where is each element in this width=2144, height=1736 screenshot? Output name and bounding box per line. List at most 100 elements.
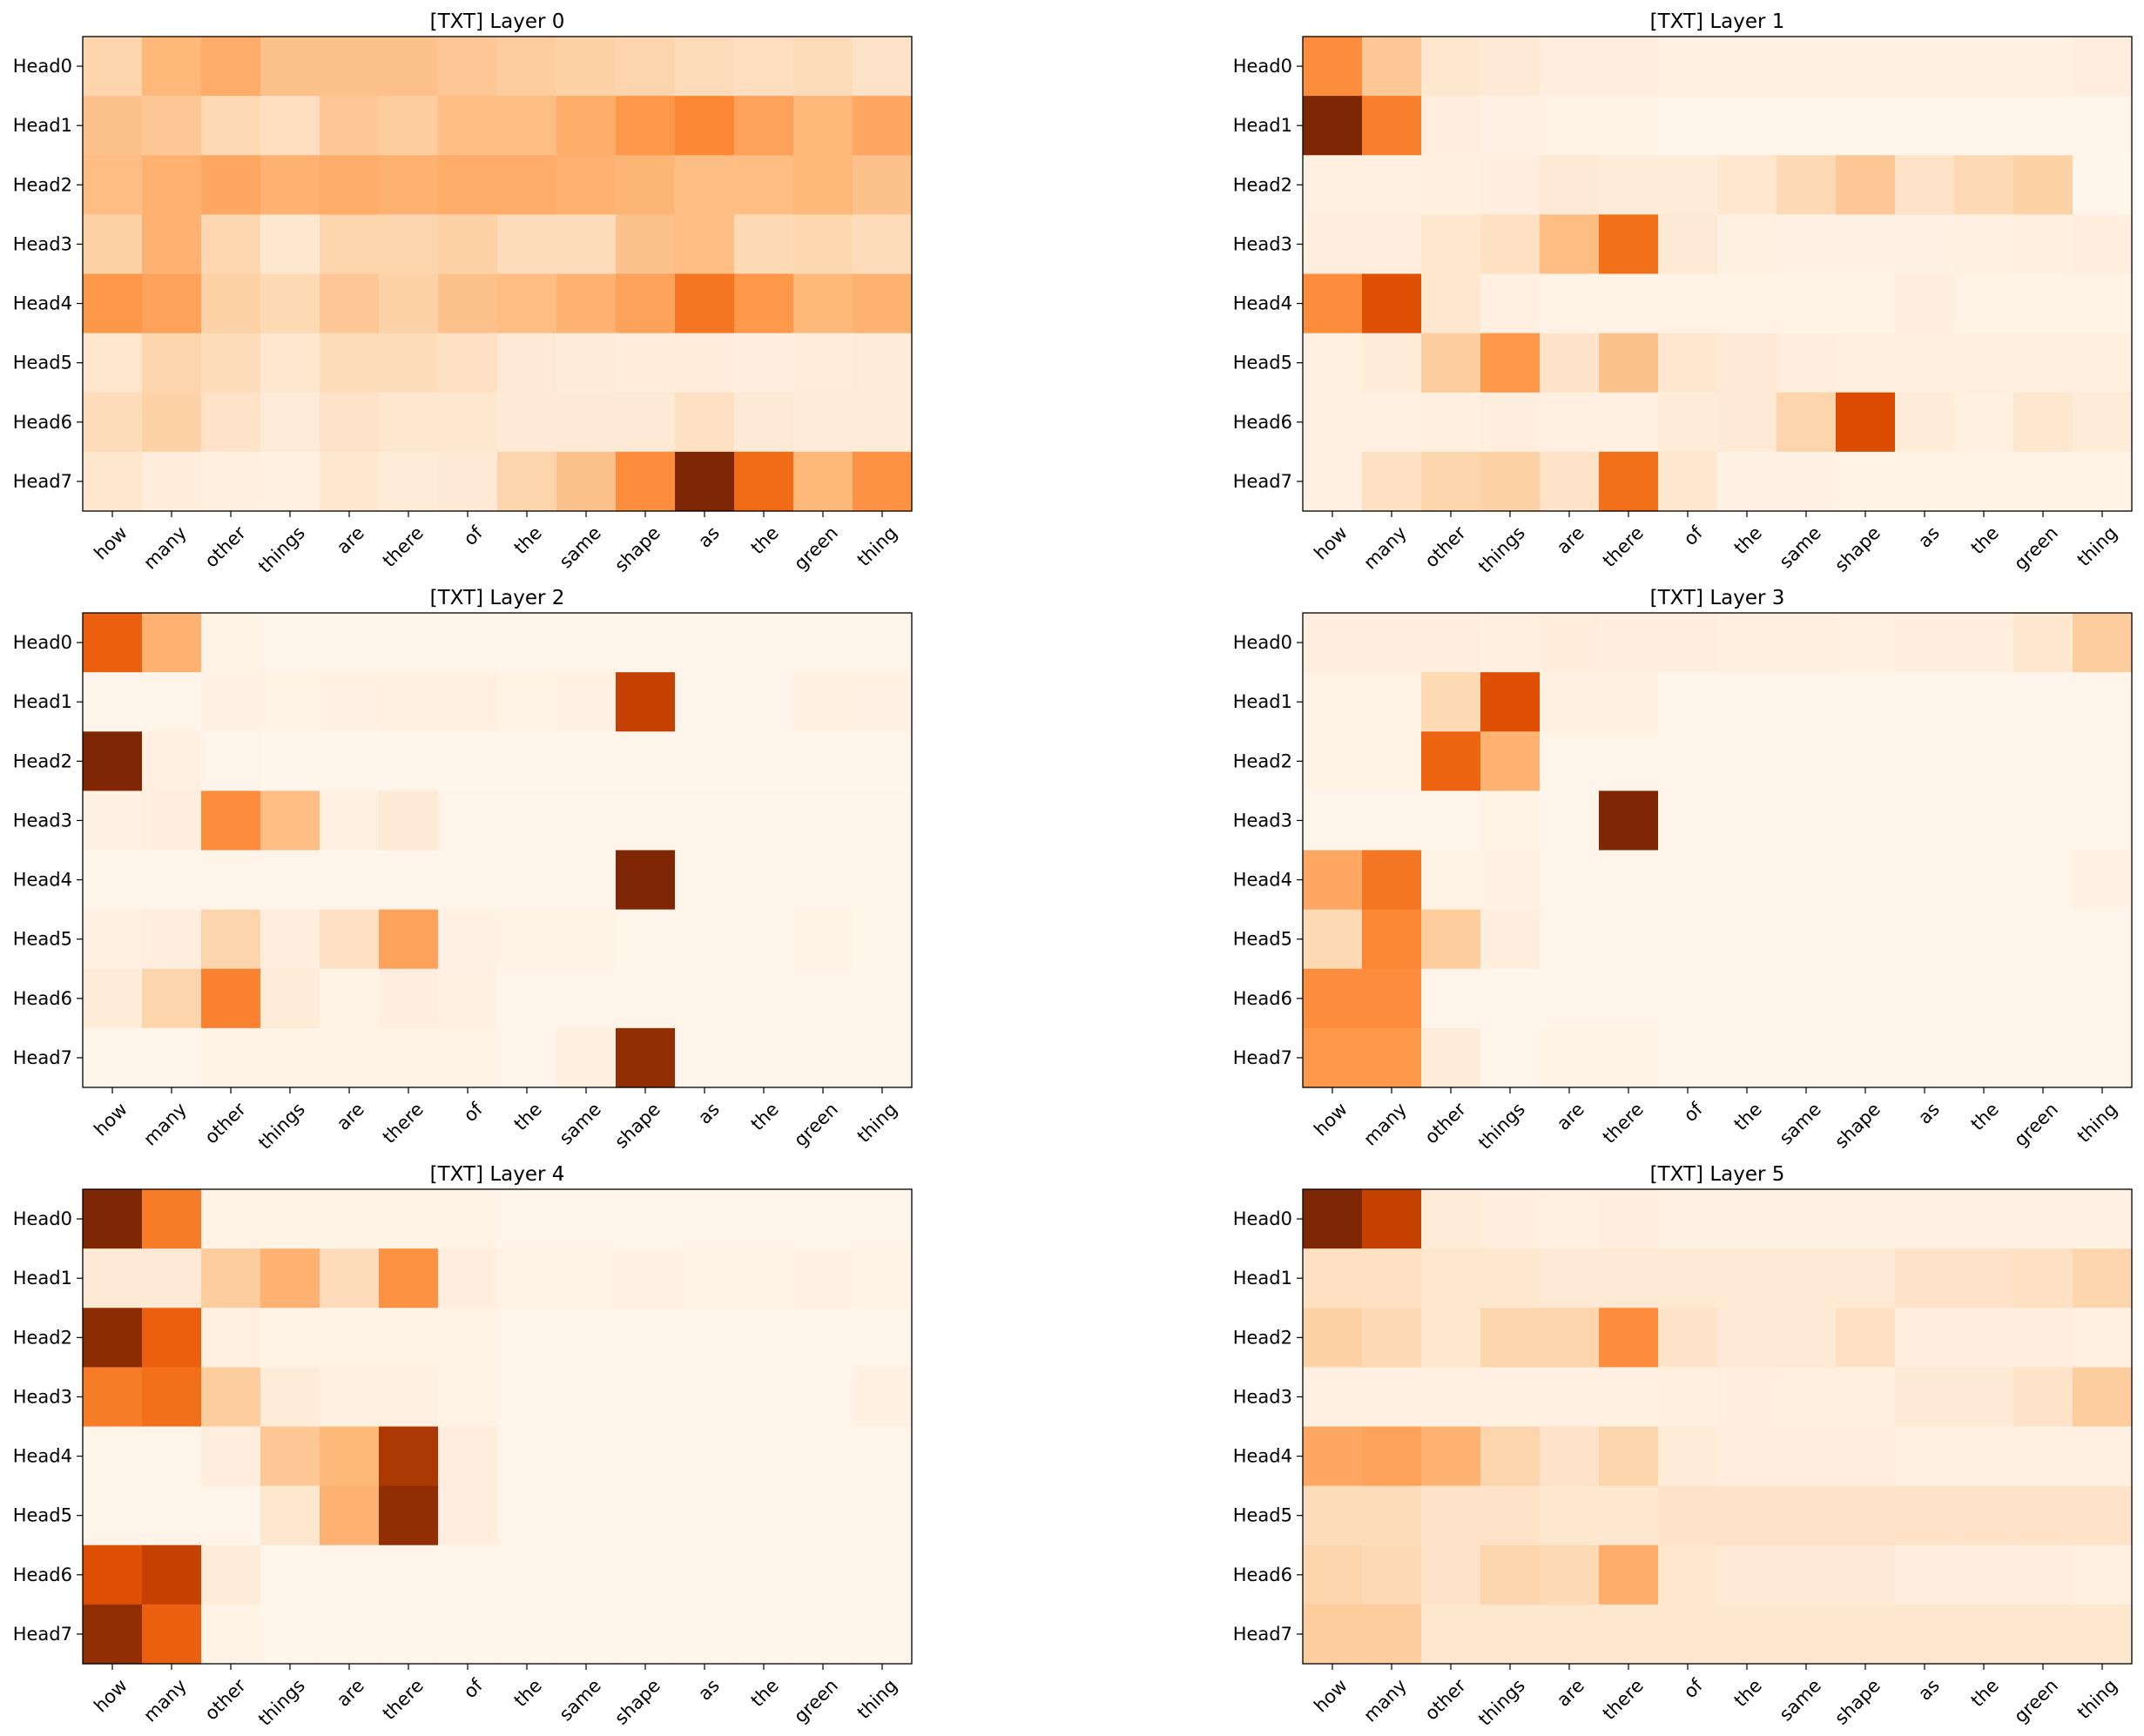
x-tick-label: the [747,522,783,558]
y-tick-label: Head3 [13,1386,72,1407]
heatmap-cell [438,1604,498,1665]
heatmap-cell [83,850,143,911]
heatmap-cell [1895,968,1955,1029]
panel-title: [TXT] Layer 1 [1650,10,1785,33]
heatmap-cell [1717,96,1777,156]
heatmap-cell [1717,1189,1777,1249]
heatmap-cell [616,1426,676,1487]
heatmap-cell [793,731,853,791]
heatmap-cell [1540,1248,1600,1309]
heatmap-cell [1480,37,1541,97]
heatmap-cell [1954,968,2014,1029]
heatmap-cell [793,672,853,732]
heatmap-cell [1954,1604,2014,1665]
heatmap-cell [1599,1308,1659,1368]
x-tick-label: as [1914,522,1944,552]
heatmap-cell [675,37,735,97]
x-tick-label: how [90,522,131,564]
heatmap-cell [83,155,143,215]
heatmap-cell [497,333,557,394]
heatmap-cell [734,1189,794,1249]
heatmap-cell [1303,1248,1363,1309]
heatmap-cell [734,909,794,970]
heatmap-cell [142,672,202,732]
y-tick-label: Head7 [13,1624,72,1645]
heatmap-cell [438,155,498,215]
heatmap-cell [1717,672,1777,732]
x-tick-label: there [1599,1675,1648,1724]
heatmap-cell [2073,1544,2133,1605]
heatmap-cell [616,1308,676,1368]
heatmap-cell [1895,214,1955,275]
heatmap-cell [793,1544,853,1605]
y-tick-label: Head1 [13,115,72,136]
heatmap-cell [616,672,676,732]
y-tick-label: Head2 [13,1327,72,1348]
x-tick-label: of [1680,522,1708,550]
heatmap-cell [1362,1189,1422,1249]
y-tick-label: Head2 [1233,1327,1292,1348]
x-tick-label: are [1553,522,1588,558]
heatmap-cell [83,333,143,394]
heatmap-cell [1362,1485,1422,1546]
heatmap-cell [497,850,557,911]
heatmap-cell [793,1189,853,1249]
heatmap-cell [1480,1426,1541,1487]
heatmap-cell [320,37,380,97]
heatmap-cell [1599,1027,1659,1088]
heatmap-cell [142,1426,202,1487]
heatmap-cell [1777,613,1837,673]
y-tick-label: Head6 [13,988,72,1009]
x-tick-label: are [1553,1099,1588,1134]
heatmap-cell [1954,1308,2014,1368]
heatmap-cell [1777,273,1837,334]
heatmap-cell [142,1248,202,1309]
x-tick-label: of [460,522,488,550]
heatmap-cell [1658,392,1718,453]
y-tick-label: Head2 [1233,750,1292,771]
heatmap-cell [853,37,913,97]
y-tick-label: Head0 [13,56,72,77]
heatmap-cell [320,968,380,1029]
heatmap-cell [734,96,794,156]
y-tick-label: Head7 [13,471,72,492]
heatmap-cell [379,214,439,275]
heatmap-cell [1836,1027,1896,1088]
heatmap-cell [1836,37,1896,97]
heatmap-cell [1362,1426,1422,1487]
heatmap-cell [438,731,498,791]
heatmap-cell [793,155,853,215]
heatmap-cell [1421,1485,1481,1546]
heatmap-cell [556,1027,617,1088]
heatmap-cell [142,37,202,97]
heatmap-cell [1599,1485,1659,1546]
heatmap-cell [379,1027,439,1088]
heatmap-cell [142,392,202,453]
x-tick-label: green [2010,1675,2062,1727]
x-tick-label: same [1776,1099,1825,1148]
heatmap-cell [616,968,676,1029]
heatmap-cell [853,1485,913,1546]
heatmap-cell [1421,392,1481,453]
heatmap-cell [1540,1426,1600,1487]
heatmap-cell [1717,155,1777,215]
y-tick-label: Head0 [1233,1208,1292,1229]
x-tick-label: the [1967,522,2003,558]
heatmap-cell [1836,1544,1896,1605]
heatmap-cell [1895,155,1955,215]
heatmap-cell [556,37,617,97]
heatmap-cell [1540,392,1600,453]
heatmap-panel-layer-4: [TXT] Layer 4 Head0 Head1 Head2 Head3 Head4 He… [13,1163,913,1730]
heatmap-cell [675,1604,735,1665]
heatmap-cell [320,672,380,732]
heatmap-cell [142,731,202,791]
heatmap-cell [379,273,439,334]
heatmap-cell [616,731,676,791]
x-tick-label: thing [2073,1099,2121,1147]
heatmap-cell [616,333,676,394]
heatmap-cell [2073,333,2133,394]
heatmap-cell [1895,1248,1955,1309]
heatmap-cell [1362,273,1422,334]
heatmap-cell [142,1027,202,1088]
heatmap-cell [1717,451,1777,512]
